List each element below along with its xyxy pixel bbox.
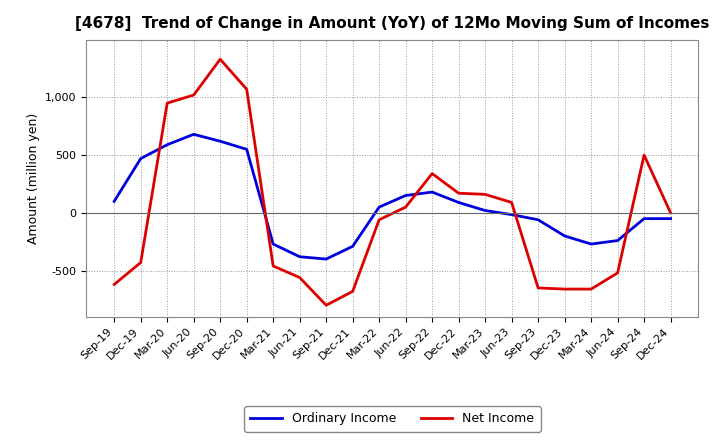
Line: Ordinary Income: Ordinary Income — [114, 134, 670, 259]
Y-axis label: Amount (million yen): Amount (million yen) — [27, 113, 40, 244]
Ordinary Income — [587, 242, 595, 247]
Net Income — [534, 285, 542, 290]
Net Income — [428, 171, 436, 176]
Ordinary Income — [560, 233, 569, 238]
Ordinary Income — [534, 217, 542, 222]
Ordinary Income — [243, 147, 251, 152]
Net Income — [375, 217, 384, 222]
Net Income — [454, 191, 463, 196]
Net Income — [587, 286, 595, 292]
Ordinary Income — [481, 208, 490, 213]
Legend: Ordinary Income, Net Income: Ordinary Income, Net Income — [244, 406, 541, 432]
Ordinary Income — [348, 244, 357, 249]
Net Income — [508, 200, 516, 205]
Net Income — [348, 289, 357, 294]
Net Income — [269, 263, 277, 268]
Net Income — [163, 100, 171, 106]
Ordinary Income — [322, 257, 330, 262]
Ordinary Income — [269, 242, 277, 247]
Ordinary Income — [454, 200, 463, 205]
Net Income — [401, 205, 410, 210]
Net Income — [666, 210, 675, 216]
Ordinary Income — [401, 193, 410, 198]
Ordinary Income — [613, 238, 622, 243]
Net Income — [322, 303, 330, 308]
Ordinary Income — [508, 212, 516, 217]
Ordinary Income — [163, 142, 171, 147]
Net Income — [243, 87, 251, 92]
Net Income — [481, 192, 490, 197]
Net Income — [136, 260, 145, 265]
Ordinary Income — [136, 156, 145, 161]
Ordinary Income — [428, 189, 436, 194]
Net Income — [560, 286, 569, 292]
Ordinary Income — [110, 198, 119, 204]
Net Income — [189, 92, 198, 98]
Ordinary Income — [640, 216, 649, 221]
Net Income — [216, 57, 225, 62]
Ordinary Income — [295, 254, 304, 259]
Net Income — [613, 270, 622, 275]
Ordinary Income — [216, 139, 225, 144]
Net Income — [640, 152, 649, 158]
Ordinary Income — [189, 132, 198, 137]
Ordinary Income — [375, 205, 384, 210]
Ordinary Income — [666, 216, 675, 221]
Net Income — [295, 275, 304, 280]
Line: Net Income: Net Income — [114, 59, 670, 305]
Net Income — [110, 282, 119, 287]
Title: [4678]  Trend of Change in Amount (YoY) of 12Mo Moving Sum of Incomes: [4678] Trend of Change in Amount (YoY) o… — [75, 16, 710, 32]
